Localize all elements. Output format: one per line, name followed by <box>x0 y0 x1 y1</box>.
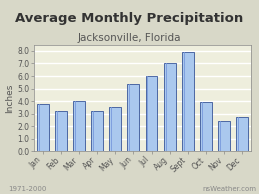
Bar <box>164 63 176 151</box>
Bar <box>182 52 194 151</box>
Bar <box>200 102 212 151</box>
Text: Average Monthly Precipitation: Average Monthly Precipitation <box>15 12 244 25</box>
Bar <box>73 101 85 151</box>
Text: 1971-2000: 1971-2000 <box>8 186 46 192</box>
Text: nsWeather.com: nsWeather.com <box>203 186 256 192</box>
Bar <box>37 104 49 151</box>
Bar <box>236 117 248 151</box>
Y-axis label: Inches: Inches <box>6 83 15 113</box>
Text: Jacksonville, Florida: Jacksonville, Florida <box>78 33 181 43</box>
Bar <box>218 121 230 151</box>
Bar <box>146 76 157 151</box>
Bar <box>91 111 103 151</box>
Bar <box>55 111 67 151</box>
Bar <box>109 107 121 151</box>
Bar <box>127 84 139 151</box>
